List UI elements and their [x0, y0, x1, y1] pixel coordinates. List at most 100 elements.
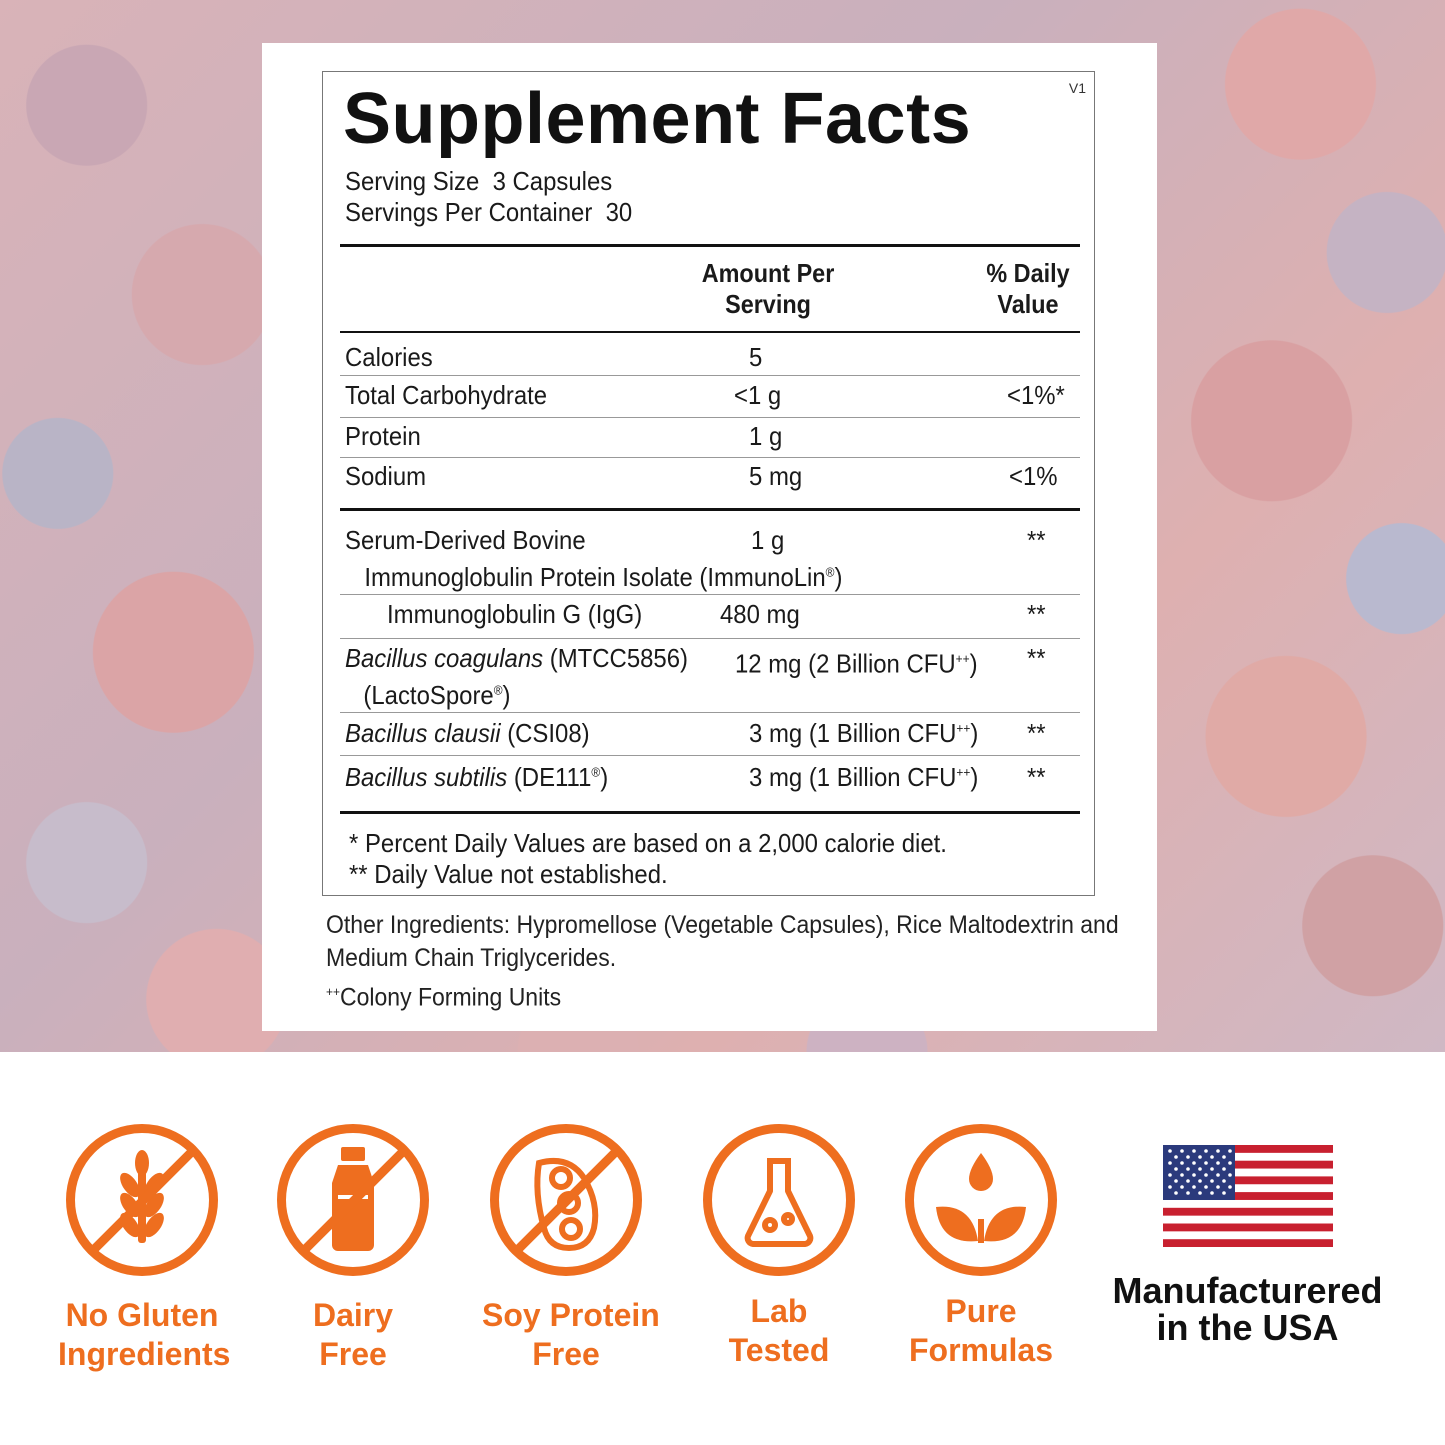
other-ingredients: Other Ingredients: Hypromellose (Vegetab…: [326, 909, 1119, 1014]
ingredient-amount: 3 mg (1 Billion CFU++): [749, 718, 978, 749]
row-divider: [340, 457, 1080, 458]
amount-text: 3 mg (1 Billion CFU: [749, 718, 957, 748]
row-divider: [340, 375, 1080, 376]
badge-pure-formulas: Pure Formulas: [897, 1124, 1065, 1370]
ingredient-name: Bacillus subtilis (DE111®): [345, 762, 608, 793]
row-divider: [340, 755, 1080, 756]
ingredient-name-text: Immunoglobulin Protein Isolate (ImmunoLi…: [364, 561, 826, 592]
ingredient-dv: **: [1027, 718, 1046, 748]
ingredient-name-italic: Bacillus clausii: [345, 718, 501, 748]
header-amount-line: Serving: [725, 289, 811, 319]
amount-text: ): [969, 648, 978, 679]
ingredient-amount: 1 g: [751, 525, 785, 555]
nutrient-amount: 5: [749, 342, 763, 372]
ingredient-name-italic: Bacillus subtilis: [345, 762, 508, 792]
version-label: V1: [1068, 80, 1086, 96]
footnote: ** Daily Value not established.: [349, 859, 668, 889]
badge-label: Lab Tested: [695, 1292, 863, 1370]
badge-label-line: Tested: [728, 1332, 830, 1368]
ingredient-amount: 3 mg (1 Billion CFU++): [749, 762, 978, 793]
nutrient-amount: <1 g: [734, 380, 782, 410]
ingredient-name: Bacillus clausii (CSI08): [345, 718, 590, 749]
amount-text: 3 mg (1 Billion CFU: [749, 762, 957, 792]
cfu-mark: ++: [956, 720, 971, 736]
badge-circle: [277, 1124, 429, 1276]
nutrient-name: Total Carbohydrate: [345, 380, 548, 410]
row-divider: [340, 594, 1080, 595]
us-flag-icon: [1162, 1145, 1333, 1248]
registered-mark: ®: [493, 682, 503, 697]
nutrient-amount: 5 mg: [749, 461, 803, 491]
ingredient-name: Bacillus coagulans (MTCC5856) (LactoSpor…: [345, 643, 688, 711]
registered-mark: ®: [591, 764, 601, 780]
badge-label-line: Formulas: [908, 1332, 1054, 1368]
ingredient-name-text: (CSI08): [500, 718, 590, 748]
badge-soy-free: Soy Protein Free: [482, 1124, 660, 1374]
ingredient-name: Serum-Derived Bovine Immunoglobulin Prot…: [345, 525, 842, 593]
row-divider: [340, 417, 1080, 418]
header-daily-value: % Daily Value: [979, 258, 1078, 320]
header-amount-line: Amount Per: [701, 258, 835, 288]
divider-thick: [340, 244, 1080, 247]
badge-dairy-free: Dairy Free: [269, 1124, 437, 1374]
amount-text: ): [970, 762, 979, 792]
made-in-usa: Manufacturered in the USA: [1095, 1145, 1400, 1346]
cfu-note: ++Colony Forming Units: [326, 975, 1119, 1014]
other-ingredients-line: Other Ingredients: Hypromellose (Vegetab…: [326, 911, 1119, 939]
badge-label-line: Ingredients: [58, 1336, 231, 1372]
badge-label-line: No Gluten: [65, 1297, 219, 1333]
badge-label-line: Lab: [750, 1293, 808, 1329]
usa-label: Manufacturered in the USA: [1095, 1272, 1400, 1346]
supplement-card: Supplement Facts V1 Serving Size 3 Capsu…: [262, 43, 1157, 1031]
ingredient-name-text: (MTCC5856): [543, 643, 689, 673]
row-divider: [340, 638, 1080, 639]
ingredient-name-text: ): [502, 679, 511, 710]
servings-per-container: Servings Per Container 30: [345, 197, 633, 227]
leaf-drop-icon: [936, 1153, 1026, 1243]
badge-label: Dairy Free: [269, 1296, 437, 1374]
badge-no-gluten: No Gluten Ingredients: [58, 1124, 231, 1374]
footnotes: * Percent Daily Values are based on a 2,…: [349, 828, 947, 890]
cfu-text: Colony Forming Units: [339, 983, 562, 1012]
badge-lab-tested: Lab Tested: [695, 1124, 863, 1370]
ingredient-amount: 480 mg: [720, 599, 800, 629]
divider-thick: [340, 508, 1080, 511]
ingredient-name-text: ): [600, 762, 609, 792]
ingredient-name-text: (DE111: [507, 762, 592, 792]
badge-label-line: Soy Protein: [482, 1297, 660, 1333]
ingredient-name-line: Serum-Derived Bovine: [345, 525, 586, 555]
ingredient-amount: 12 mg (2 Billion CFU++): [735, 643, 978, 680]
badge-label-line: Free: [319, 1336, 387, 1372]
header-amount: Amount Per Serving: [692, 258, 845, 320]
divider-medium: [340, 331, 1080, 333]
serving-size: Serving Size 3 Capsules: [345, 166, 613, 196]
divider-thick: [340, 811, 1080, 814]
ingredient-dv: **: [1027, 762, 1046, 792]
usa-label-line: in the USA: [1156, 1307, 1339, 1348]
registered-mark: ®: [825, 564, 835, 579]
flask-icon: [744, 1158, 814, 1247]
amount-text: 12 mg (2 Billion CFU: [735, 648, 956, 679]
nutrient-dv: <1%: [1009, 461, 1058, 491]
footnote: * Percent Daily Values are based on a 2,…: [349, 828, 947, 858]
nutrient-dv: <1%*: [1007, 380, 1065, 410]
panel-title: Supplement Facts: [343, 79, 972, 159]
header-dv-line: Value: [997, 289, 1059, 319]
ingredient-name-text: ): [834, 561, 843, 592]
badge-label-line: Pure: [945, 1293, 1017, 1329]
usa-label-line: Manufacturered: [1112, 1270, 1383, 1311]
row-divider: [340, 712, 1080, 713]
supplement-facts-panel: Supplement Facts V1 Serving Size 3 Capsu…: [322, 71, 1095, 896]
ingredient-dv: **: [1027, 525, 1046, 555]
nutrient-name: Sodium: [345, 461, 427, 491]
ingredient-dv: **: [1027, 599, 1046, 629]
ingredient-name-line: (LactoSpore®): [345, 679, 511, 710]
ingredient-name-text: (LactoSpore: [363, 679, 494, 710]
badge-label-line: Free: [532, 1336, 600, 1372]
ingredient-name-italic: Bacillus coagulans: [345, 643, 544, 673]
other-ingredients-line: Medium Chain Triglycerides.: [326, 944, 617, 972]
header-dv-line: % Daily: [986, 258, 1070, 288]
cfu-mark: ++: [956, 764, 971, 780]
ingredient-dv: **: [1027, 643, 1046, 673]
nutrient-name: Protein: [345, 421, 421, 451]
